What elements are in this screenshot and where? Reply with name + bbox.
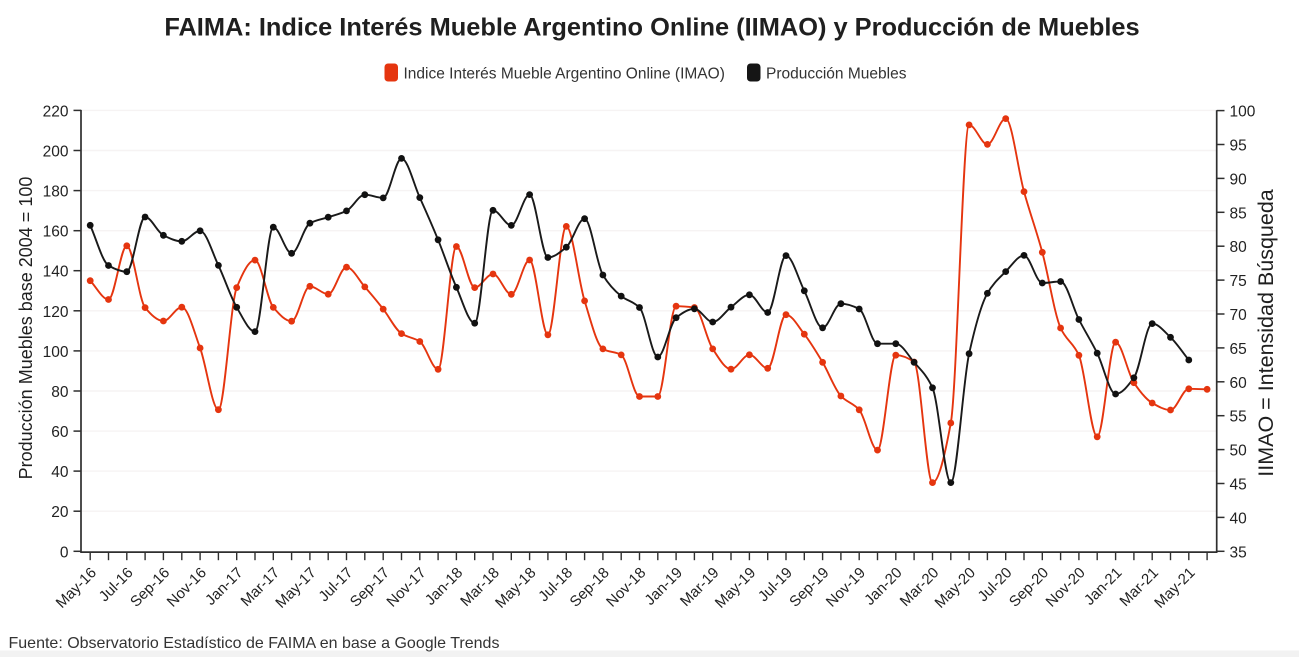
svg-text:100: 100: [43, 344, 69, 361]
svg-text:180: 180: [43, 184, 69, 201]
svg-text:60: 60: [51, 424, 69, 441]
svg-text:IIMAO = Intensidad Búsqueda: IIMAO = Intensidad Búsqueda: [1254, 189, 1278, 476]
svg-text:65: 65: [1230, 341, 1247, 358]
svg-text:70: 70: [1230, 307, 1248, 324]
svg-text:160: 160: [43, 224, 69, 241]
svg-text:200: 200: [43, 144, 69, 161]
svg-text:90: 90: [1230, 171, 1248, 188]
svg-text:40: 40: [51, 464, 69, 481]
svg-text:FAIMA: Indice Interés Mueble A: FAIMA: Indice Interés Mueble Argentino O…: [164, 14, 1139, 42]
svg-text:20: 20: [51, 504, 69, 521]
svg-text:Indice Interés Mueble Argentin: Indice Interés Mueble Argentino Online (…: [404, 66, 725, 83]
svg-text:0: 0: [60, 544, 69, 561]
svg-text:60: 60: [1230, 375, 1248, 392]
svg-text:50: 50: [1230, 443, 1248, 460]
svg-text:45: 45: [1230, 477, 1247, 494]
svg-text:120: 120: [43, 304, 69, 321]
svg-text:Fuente: Observatorio Estadísti: Fuente: Observatorio Estadístico de FAIM…: [9, 635, 500, 652]
svg-text:140: 140: [43, 264, 69, 281]
svg-text:85: 85: [1230, 205, 1247, 222]
svg-text:40: 40: [1230, 510, 1248, 527]
svg-text:220: 220: [43, 103, 69, 120]
svg-text:35: 35: [1230, 544, 1247, 561]
svg-text:95: 95: [1230, 138, 1247, 155]
svg-text:80: 80: [51, 384, 69, 401]
svg-text:75: 75: [1230, 273, 1247, 290]
svg-text:55: 55: [1230, 409, 1247, 426]
svg-text:80: 80: [1230, 239, 1248, 256]
svg-text:Producción Muebles base 2004 =: Producción Muebles base 2004 = 100: [16, 177, 36, 480]
svg-text:Producción Muebles: Producción Muebles: [766, 66, 907, 83]
svg-text:100: 100: [1230, 104, 1256, 121]
